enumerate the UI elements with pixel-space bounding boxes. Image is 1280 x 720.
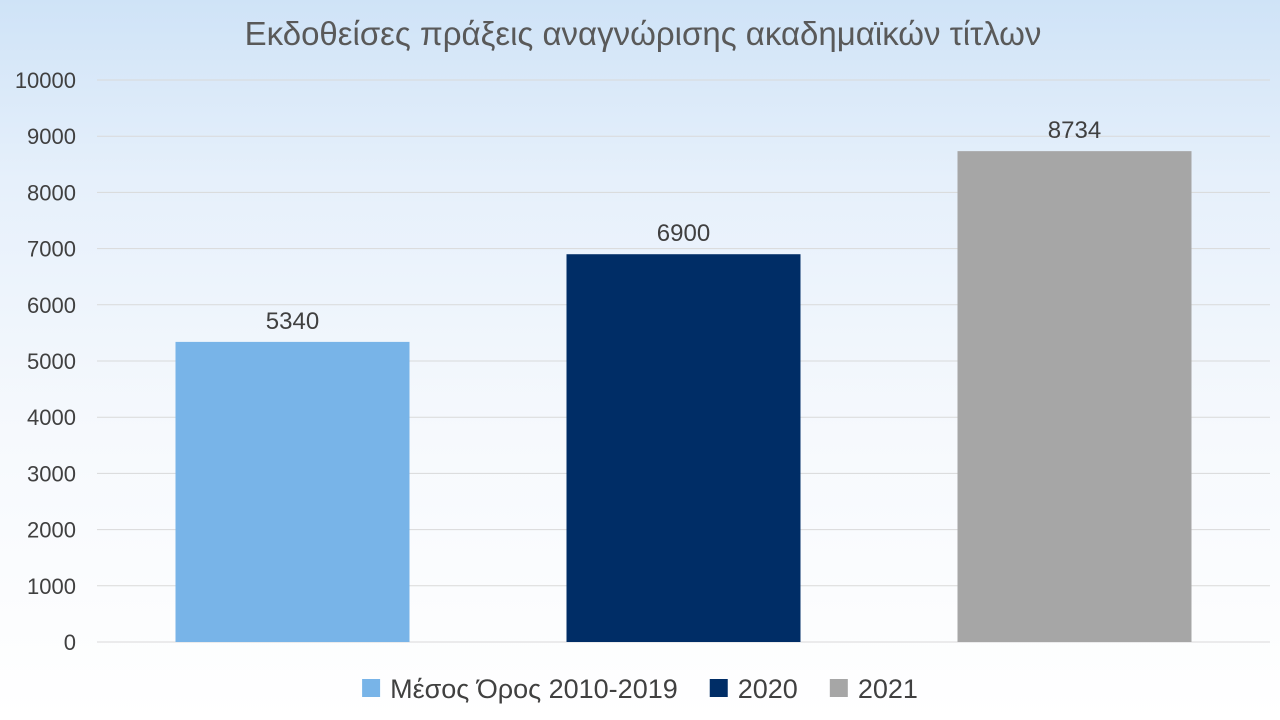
data-label: 5340 bbox=[266, 308, 319, 335]
y-tick-label: 9000 bbox=[27, 124, 76, 149]
y-tick-label: 3000 bbox=[27, 461, 76, 486]
bars bbox=[175, 151, 1192, 642]
legend-swatch bbox=[829, 679, 848, 697]
legend-label: 2020 bbox=[738, 674, 798, 704]
y-tick-label: 1000 bbox=[27, 574, 76, 599]
legend-item: 2020 bbox=[709, 674, 798, 704]
chart-title: Εκδοθείσες πράξεις αναγνώρισης ακαδημαϊκ… bbox=[245, 15, 1042, 52]
y-tick-label: 7000 bbox=[27, 237, 76, 262]
legend-label: 2021 bbox=[858, 674, 918, 704]
legend: Μέσος Όρος 2010-2019 2020 2021 bbox=[362, 674, 918, 704]
legend-swatch bbox=[362, 679, 381, 697]
bar bbox=[566, 254, 801, 642]
y-tick-label: 10000 bbox=[15, 68, 76, 93]
legend-label: Μέσος Όρος 2010-2019 bbox=[390, 674, 678, 704]
bar bbox=[957, 151, 1192, 642]
data-label: 6900 bbox=[657, 220, 710, 247]
data-labels: 5340 6900 8734 bbox=[266, 117, 1101, 335]
legend-swatch bbox=[709, 679, 728, 697]
legend-item: Μέσος Όρος 2010-2019 bbox=[362, 674, 678, 704]
y-axis-tick-labels: 0 1000 2000 3000 4000 5000 6000 7000 8000 9000 100… bbox=[15, 68, 76, 655]
bar bbox=[175, 341, 410, 642]
legend-item: 2021 bbox=[829, 674, 918, 704]
y-tick-label: 8000 bbox=[27, 180, 76, 205]
y-tick-label: 5000 bbox=[27, 349, 76, 374]
y-tick-label: 6000 bbox=[27, 293, 76, 318]
y-tick-label: 0 bbox=[64, 630, 76, 655]
y-tick-label: 4000 bbox=[27, 405, 76, 430]
data-label: 8734 bbox=[1048, 117, 1101, 144]
y-tick-label: 2000 bbox=[27, 518, 76, 543]
